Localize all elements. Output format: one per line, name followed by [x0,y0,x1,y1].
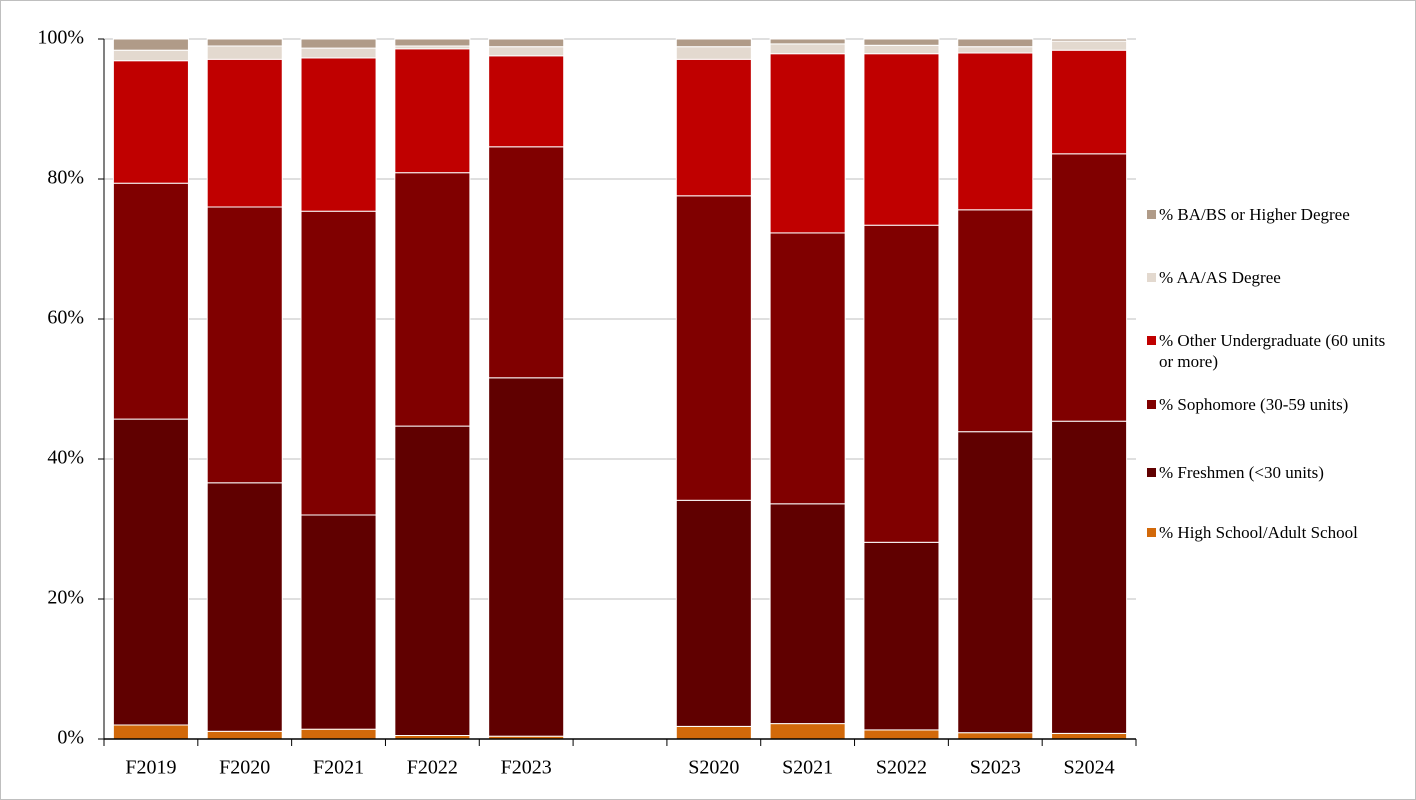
legend-label: % Sophomore (30-59 units) [1159,395,1349,414]
bar-segment [1051,732,1128,740]
x-tick-label: F2022 [407,757,458,779]
bar-segment [769,43,846,55]
bar-segment [957,431,1034,734]
bar-segment [488,38,565,48]
bar-segment [957,52,1034,211]
bar-segment [300,514,377,730]
bar-segment [769,503,846,725]
bar-segment [1051,153,1128,422]
bar-segment [675,46,752,60]
bar-segment [112,49,189,62]
bar-segment [675,38,752,48]
legend-item: % AA/AS Degree [1147,267,1387,288]
legend-label: % AA/AS Degree [1159,268,1281,287]
bar-segment [957,732,1034,740]
bar-segment [112,182,189,420]
bar-segment [300,210,377,516]
legend-swatch [1147,400,1156,409]
legend-label: % BA/BS or Higher Degree [1159,205,1350,224]
bar-segment [957,46,1034,54]
bar-segment [863,541,940,731]
legend-label: % High School/Adult School [1159,523,1358,542]
bar-segment [488,46,565,57]
x-tick-label: F2019 [125,757,176,779]
legend-item: % Other Undergraduate (60 units or more) [1147,330,1387,372]
bar-segment [957,38,1034,48]
bar-segment [769,232,846,505]
legend-label: % Freshmen (<30 units) [1159,463,1324,482]
bar-segment [769,53,846,234]
x-tick-label: F2021 [313,757,364,779]
bar-segment [1051,40,1128,51]
y-tick-label: 80% [47,167,84,189]
bar-segment [394,38,471,47]
x-tick-label: S2022 [876,757,927,779]
bar-segment [112,38,189,51]
x-tick-label: S2023 [970,757,1021,779]
bar-segment [300,47,377,59]
bar-segment [488,55,565,148]
y-tick-label: 20% [47,587,84,609]
bar-segment [488,146,565,379]
legend-swatch [1147,273,1156,282]
x-tick-label: S2024 [1064,757,1115,779]
bar-segment [1051,38,1128,42]
bar-segment [300,38,377,49]
x-tick-label: F2023 [501,757,552,779]
bar-segment [675,725,752,740]
bar-segment [863,729,940,740]
legend-swatch [1147,336,1156,345]
bar-segment [488,377,565,737]
bar-segment [300,57,377,212]
bar-segment [206,730,283,740]
bar-segment [675,195,752,501]
x-tick-label: S2020 [688,757,739,779]
bar-segment [206,206,283,484]
bar-segment [863,53,940,226]
bar-segment [957,209,1034,433]
bar-segment [206,38,283,47]
legend-item: % High School/Adult School [1147,522,1387,543]
bar-segment [300,728,377,740]
y-tick-label: 40% [47,447,84,469]
bar-segment [769,723,846,740]
legend-item: % BA/BS or Higher Degree [1147,204,1387,225]
legend-item: % Freshmen (<30 units) [1147,462,1387,483]
legend-label: % Other Undergraduate (60 units or more) [1159,331,1386,371]
bar-segment [1051,420,1128,734]
y-tick-label: 100% [37,27,84,49]
bar-segment [112,724,189,740]
bar-segment [863,224,940,543]
y-tick-label: 60% [47,307,84,329]
bar-segment [112,418,189,726]
bar-segment [675,499,752,727]
bar-segment [1051,49,1128,155]
bar-segment [769,38,846,45]
bar-segment [112,60,189,184]
bar-segment [863,38,940,46]
legend-swatch [1147,468,1156,477]
bar-segment [394,172,471,427]
bar-segment [394,48,471,174]
bar-segment [863,44,940,55]
x-tick-label: S2021 [782,757,833,779]
y-tick-label: 0% [57,727,84,749]
bar-segment [394,425,471,736]
bar-segment [206,482,283,732]
bar-segment [206,45,283,60]
legend-item: % Sophomore (30-59 units) [1147,394,1387,415]
legend-swatch [1147,528,1156,537]
bar-segment [206,58,283,208]
x-tick-label: F2020 [219,757,270,779]
bar-segment [675,58,752,197]
legend-swatch [1147,210,1156,219]
